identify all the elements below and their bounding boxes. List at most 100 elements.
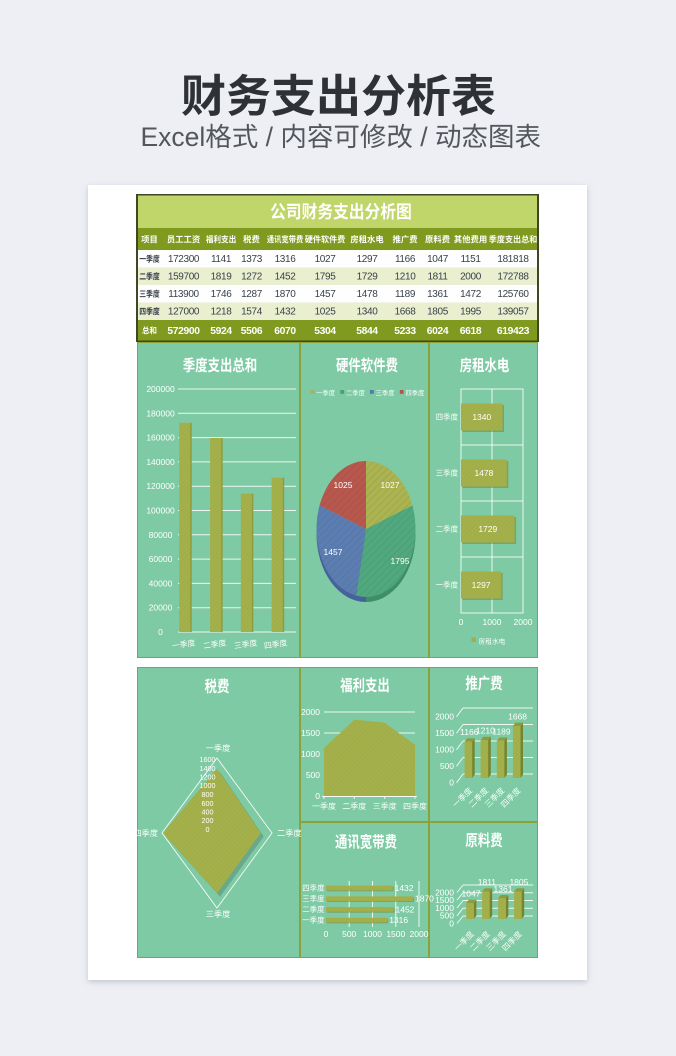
svg-text:1000: 1000 — [435, 903, 454, 913]
svg-text:1805: 1805 — [427, 307, 449, 318]
svg-text:500: 500 — [440, 911, 454, 921]
svg-text:2000: 2000 — [301, 707, 320, 717]
svg-text:120000: 120000 — [146, 481, 175, 491]
svg-text:2000: 2000 — [410, 929, 429, 939]
svg-text:0: 0 — [459, 617, 464, 627]
svg-text:1000: 1000 — [301, 749, 320, 759]
svg-text:1432: 1432 — [275, 307, 297, 318]
svg-text:1210: 1210 — [476, 726, 495, 736]
svg-text:1297: 1297 — [357, 254, 379, 265]
svg-text:1027: 1027 — [315, 254, 337, 265]
svg-text:172300: 172300 — [168, 254, 200, 265]
svg-text:1189: 1189 — [395, 289, 416, 300]
svg-text:125760: 125760 — [497, 289, 529, 300]
svg-text:172788: 172788 — [497, 272, 529, 283]
svg-text:1141: 1141 — [211, 254, 232, 265]
svg-text:1189: 1189 — [492, 726, 511, 736]
svg-text:2000: 2000 — [514, 617, 533, 627]
svg-text:40000: 40000 — [149, 578, 173, 588]
svg-text:2000: 2000 — [435, 887, 454, 897]
svg-text:181818: 181818 — [497, 254, 529, 265]
svg-text:160000: 160000 — [146, 433, 175, 443]
svg-text:Excel: Excel — [141, 122, 206, 152]
svg-text:1000: 1000 — [200, 781, 216, 790]
svg-text:1500: 1500 — [435, 728, 454, 738]
svg-text:800: 800 — [202, 790, 214, 799]
svg-text:0: 0 — [449, 778, 454, 788]
svg-text:1340: 1340 — [357, 307, 379, 318]
svg-text:1027: 1027 — [381, 480, 400, 490]
svg-text:1600: 1600 — [200, 755, 216, 764]
svg-text:1995: 1995 — [460, 307, 482, 318]
svg-text:6024: 6024 — [427, 326, 449, 337]
svg-text:572900: 572900 — [167, 326, 200, 337]
svg-text:2000: 2000 — [435, 712, 454, 722]
svg-text:6070: 6070 — [274, 326, 296, 337]
svg-text:6618: 6618 — [460, 326, 482, 337]
svg-text:1452: 1452 — [275, 272, 297, 283]
svg-text:1200: 1200 — [200, 773, 216, 782]
svg-text:200000: 200000 — [146, 384, 175, 394]
svg-text:60000: 60000 — [149, 554, 173, 564]
svg-text:1500: 1500 — [301, 728, 320, 738]
svg-text:5506: 5506 — [241, 326, 263, 337]
svg-text:1000: 1000 — [483, 617, 502, 627]
svg-text:1047: 1047 — [462, 889, 481, 899]
svg-text:200: 200 — [202, 816, 214, 825]
svg-text:180000: 180000 — [146, 408, 175, 418]
svg-text:1472: 1472 — [460, 289, 482, 300]
svg-text:1795: 1795 — [391, 556, 410, 566]
svg-text:2000: 2000 — [460, 272, 482, 283]
svg-text:5233: 5233 — [394, 326, 416, 337]
svg-text:1432: 1432 — [395, 883, 414, 893]
svg-text:1218: 1218 — [211, 307, 233, 318]
svg-text:500: 500 — [440, 761, 454, 771]
svg-text:1746: 1746 — [211, 289, 233, 300]
svg-text:1272: 1272 — [241, 272, 263, 283]
svg-text:139057: 139057 — [497, 307, 529, 318]
svg-text:500: 500 — [342, 929, 356, 939]
svg-text:1025: 1025 — [334, 480, 353, 490]
svg-text:140000: 140000 — [146, 457, 175, 467]
svg-text:1287: 1287 — [241, 289, 263, 300]
svg-text:1574: 1574 — [241, 307, 263, 318]
svg-text:1025: 1025 — [315, 307, 337, 318]
svg-text:159700: 159700 — [168, 272, 200, 283]
svg-text:1166: 1166 — [395, 254, 416, 265]
svg-text:1210: 1210 — [395, 272, 417, 283]
svg-text:20000: 20000 — [149, 603, 173, 613]
svg-text:1811: 1811 — [478, 877, 497, 887]
svg-text:400: 400 — [202, 808, 214, 817]
svg-text:5924: 5924 — [210, 326, 232, 337]
svg-text:1870: 1870 — [275, 289, 297, 300]
svg-text:113900: 113900 — [168, 289, 199, 300]
svg-text:127000: 127000 — [168, 307, 200, 318]
svg-text:1452: 1452 — [396, 904, 415, 914]
svg-text:1478: 1478 — [474, 468, 493, 478]
svg-text:5844: 5844 — [356, 326, 378, 337]
svg-text:1047: 1047 — [427, 254, 449, 265]
svg-text:0: 0 — [158, 627, 163, 637]
svg-text:100000: 100000 — [146, 506, 175, 516]
svg-text:0: 0 — [315, 791, 320, 801]
svg-text:1457: 1457 — [324, 547, 343, 557]
svg-text:80000: 80000 — [149, 530, 173, 540]
svg-text:1819: 1819 — [211, 272, 233, 283]
svg-text:1000: 1000 — [363, 929, 382, 939]
svg-text:1811: 1811 — [427, 272, 448, 283]
svg-text:1805: 1805 — [509, 877, 528, 887]
svg-text:1361: 1361 — [494, 884, 513, 894]
svg-text:/: / — [258, 122, 280, 152]
svg-text:1500: 1500 — [435, 895, 454, 905]
svg-text:1361: 1361 — [427, 289, 449, 300]
svg-text:1478: 1478 — [357, 289, 379, 300]
svg-text:1795: 1795 — [315, 272, 337, 283]
svg-text:1297: 1297 — [472, 580, 491, 590]
svg-text:1340: 1340 — [472, 412, 491, 422]
svg-text:1668: 1668 — [395, 307, 417, 318]
svg-text:1316: 1316 — [275, 254, 297, 265]
svg-text:1166: 1166 — [460, 727, 479, 737]
svg-text:1668: 1668 — [508, 712, 527, 722]
svg-text:1870: 1870 — [415, 894, 434, 904]
svg-text:1729: 1729 — [357, 272, 379, 283]
